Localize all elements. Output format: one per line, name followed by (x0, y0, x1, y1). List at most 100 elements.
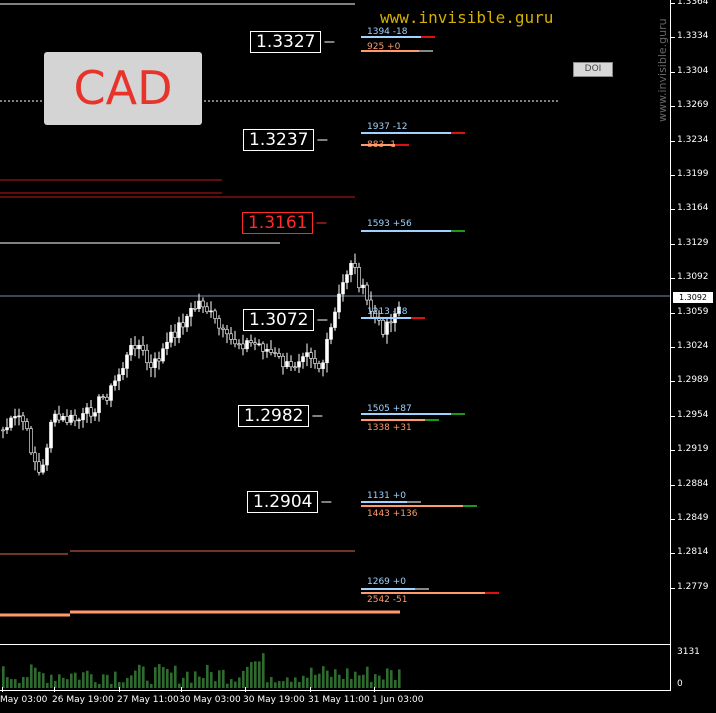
y-tick-mark (670, 3, 675, 4)
candle-body (153, 358, 157, 368)
candle-body (353, 263, 357, 268)
candle-body (253, 342, 257, 345)
candle-body (225, 329, 229, 335)
volume-bar (38, 671, 41, 688)
x-tick-label: 27 May 11:00 (117, 695, 179, 705)
candle-body (77, 419, 81, 422)
order-tag-orange: 1338 +31 (367, 423, 412, 433)
y-tick-label: 1.3334 (677, 31, 709, 42)
volume-bar (10, 679, 13, 688)
y-tick-label: 1.2884 (677, 478, 709, 489)
order-tag-orange: 925 +0 (367, 42, 401, 52)
candle-body (33, 452, 37, 463)
x-tick-mark (54, 687, 55, 692)
volume-bar (290, 681, 293, 688)
candle-body (285, 361, 289, 368)
candle-body (317, 363, 321, 369)
volume-bar (346, 668, 349, 688)
volume-bar (118, 682, 121, 688)
candle-body (113, 380, 117, 386)
y-tick-label: 1.3129 (677, 237, 709, 248)
volume-axis-min: 0 (677, 679, 683, 689)
order-tag-blue: 1269 +0 (367, 577, 407, 587)
y-tick-label: 1.2779 (677, 581, 709, 592)
y-tick-label: 1.2989 (677, 375, 709, 386)
doi-button[interactable]: DOI (573, 62, 613, 77)
order-tag-blue: 1593 +56 (367, 219, 412, 229)
volume-bar (390, 670, 393, 688)
order-tag-orange: 1443 +136 (367, 509, 418, 519)
volume-bar (18, 682, 21, 688)
volume-bar (202, 678, 205, 688)
candle-body (157, 358, 161, 362)
candle-body (365, 284, 369, 301)
volume-bar (182, 677, 185, 688)
volume-bar (274, 682, 277, 688)
volume-bar (270, 676, 273, 688)
level-price-box: 1.2904 (247, 491, 319, 513)
y-tick-mark (670, 106, 675, 108)
candle-body (85, 407, 89, 414)
candle-body (325, 339, 329, 364)
volume-bar (358, 675, 361, 688)
volume-bar (314, 674, 317, 688)
volume-bar (114, 671, 117, 688)
current-price-label: 1.3092 (673, 292, 713, 303)
x-tick-mark (310, 687, 311, 692)
candle-body (1, 429, 5, 432)
volume-bar (318, 673, 321, 688)
candle-body (25, 421, 29, 429)
y-tick-mark (670, 587, 675, 589)
y-tick-label: 1.3364 (677, 0, 709, 7)
volume-bar (278, 681, 281, 688)
volume-bar (394, 679, 397, 688)
volume-bar (194, 671, 197, 688)
order-tag-blue: 1505 +87 (367, 404, 412, 414)
volume-bar (82, 672, 85, 688)
volume-bar (30, 664, 33, 688)
y-tick-mark (670, 553, 675, 555)
candle-body (273, 352, 277, 354)
y-axis-line (670, 0, 671, 691)
candle-body (137, 344, 141, 350)
volume-bar (206, 665, 209, 688)
volume-bar (154, 667, 157, 688)
volume-bar (142, 666, 145, 688)
candle-body (357, 267, 361, 289)
volume-bar (262, 653, 265, 688)
volume-bar (310, 667, 313, 688)
volume-bar (234, 681, 237, 688)
order-tag-blue: 1213 -38 (367, 307, 408, 317)
volume-bar (186, 671, 189, 688)
volume-bar (386, 668, 389, 688)
candle-body (133, 345, 137, 350)
candle-body (381, 319, 385, 335)
volume-bar (326, 670, 329, 688)
candle-body (245, 340, 249, 350)
y-tick-mark (670, 519, 675, 520)
volume-bar (250, 662, 253, 688)
candle-body (269, 349, 273, 353)
candle-body (5, 427, 9, 431)
candle-body (237, 343, 241, 346)
candle-body (17, 415, 21, 418)
candle-body (341, 282, 345, 295)
x-tick-label: 31 May 11:00 (308, 695, 370, 705)
y-tick-mark (670, 243, 675, 245)
volume-bar (162, 667, 165, 688)
volume-bar (210, 672, 213, 688)
x-axis-line (0, 690, 671, 691)
volume-bar (242, 670, 245, 688)
y-tick-mark (670, 347, 675, 348)
candle-body (65, 415, 69, 423)
candle-body (29, 428, 33, 454)
volume-bar (86, 670, 89, 688)
y-tick-label: 1.3234 (677, 134, 709, 145)
candle-body (213, 310, 217, 319)
symbol-label: CAD (44, 52, 202, 125)
candle-body (93, 412, 97, 417)
candle-body (9, 417, 13, 428)
candle-body (217, 318, 221, 329)
